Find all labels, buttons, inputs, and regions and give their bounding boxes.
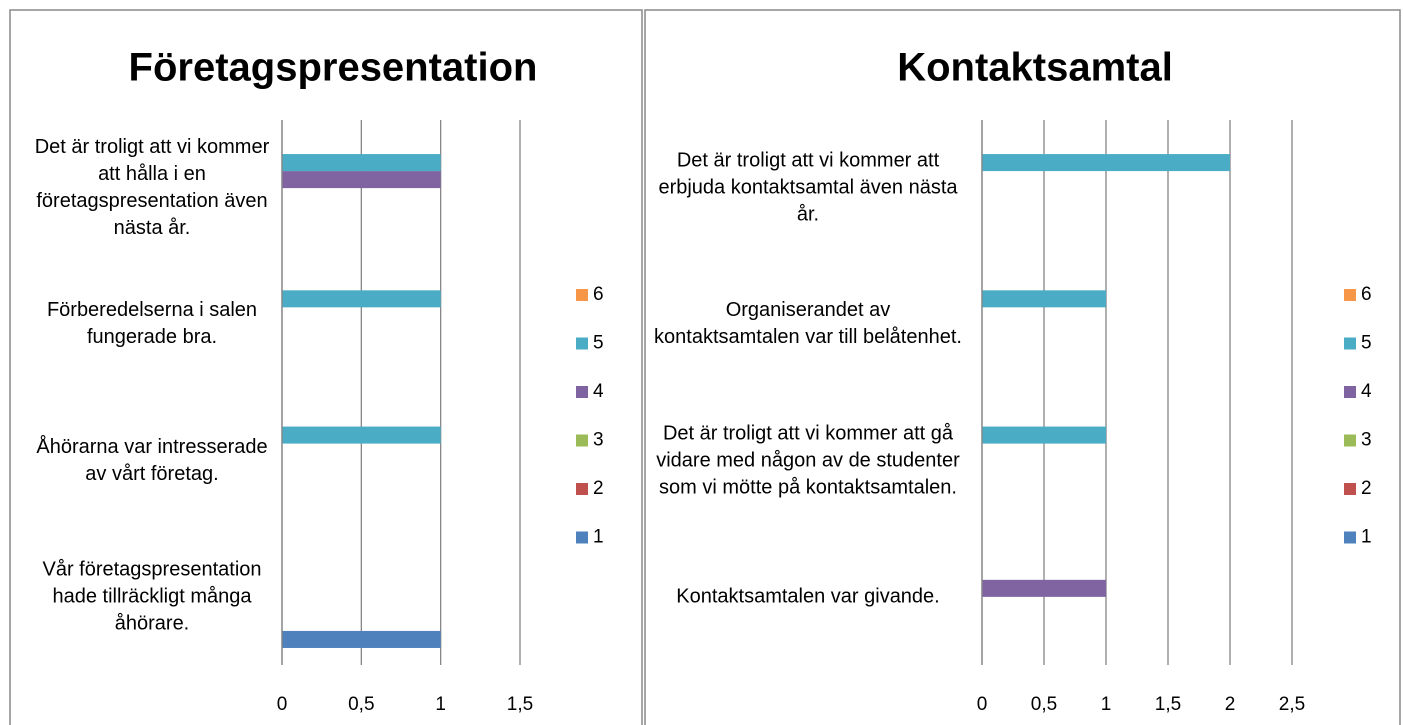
bar (982, 579, 1106, 597)
legend-swatch (1344, 531, 1356, 544)
legend-swatch (1344, 386, 1356, 398)
bar (282, 426, 441, 444)
legend-swatch (576, 483, 588, 495)
legend-swatch (1344, 483, 1356, 495)
category-label: Vår företagspresentation hade tillräckli… (42, 558, 262, 635)
category-label: Det är troligt att vi kommer att erbjuda… (658, 149, 958, 226)
legend-swatch (1344, 289, 1356, 301)
bar (282, 154, 441, 172)
x-tick-label: 1 (435, 694, 446, 715)
x-tick-label: 0,5 (1031, 694, 1057, 715)
legend-label: 6 (593, 284, 604, 305)
bar (282, 630, 441, 648)
legend-label: 4 (593, 381, 604, 402)
legend-swatch (576, 289, 588, 301)
legend-label: 5 (1361, 333, 1372, 354)
x-tick-label: 0 (977, 694, 988, 715)
legend-swatch (576, 337, 588, 350)
bar (982, 154, 1230, 172)
category-label: Det är troligt att vi kommer att hålla i… (34, 136, 270, 240)
category-label: Kontaktsamtalen var givande. (676, 585, 940, 608)
legend-swatch (1344, 337, 1356, 350)
legend-label: 2 (1361, 478, 1372, 499)
x-tick-label: 1,5 (507, 694, 533, 715)
chart-title: Kontaktsamtal (897, 46, 1173, 90)
legend-swatch (1344, 434, 1356, 447)
x-tick-label: 2 (1225, 694, 1236, 715)
bar (282, 171, 441, 189)
category-label: Förberedelserna i salen fungerade bra. (46, 299, 258, 349)
panel-border (9, 9, 643, 725)
bar (282, 290, 441, 308)
legend-label: 3 (1361, 430, 1372, 451)
x-tick-label: 1 (1101, 694, 1112, 715)
x-tick-label: 1,5 (1155, 694, 1181, 715)
legend-label: 1 (593, 527, 604, 548)
legend-label: 2 (593, 478, 604, 499)
category-label: Det är troligt att vi kommer att gå vida… (656, 422, 960, 499)
panel-border (644, 9, 1401, 725)
bar (982, 290, 1106, 308)
bar (982, 426, 1106, 444)
category-label: Organiserandet av kontaktsamtalen var ti… (654, 299, 962, 349)
legend-label: 5 (593, 333, 604, 354)
x-tick-label: 0,5 (348, 694, 374, 715)
legend-label: 6 (1361, 284, 1372, 305)
legend-label: 1 (1361, 527, 1372, 548)
legend-swatch (576, 531, 588, 544)
legend-swatch (576, 386, 588, 398)
legend-swatch (576, 434, 588, 447)
chart-title: Företagspresentation (129, 46, 538, 90)
legend-label: 3 (593, 430, 604, 451)
category-label: Åhörarna var intresserade av vårt företa… (36, 435, 268, 485)
x-tick-label: 0 (277, 694, 288, 715)
legend-label: 4 (1361, 381, 1372, 402)
x-tick-label: 2,5 (1279, 694, 1305, 715)
